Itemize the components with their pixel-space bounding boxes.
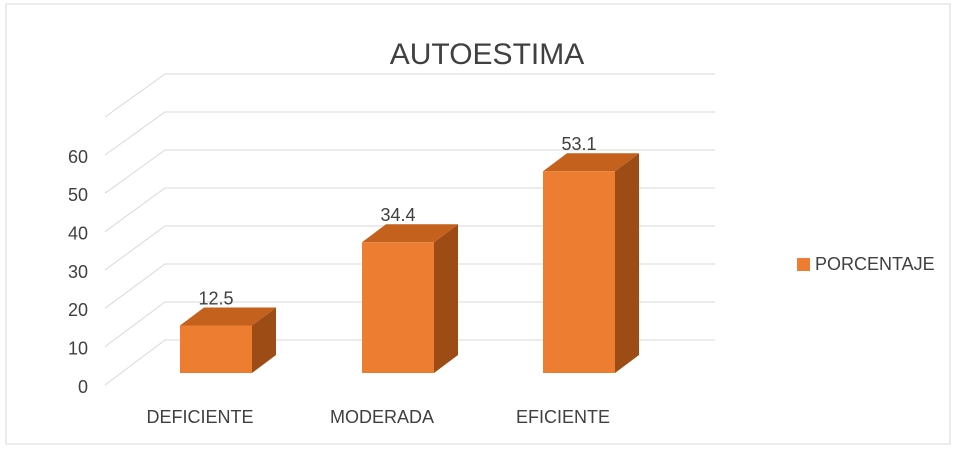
y-tick-label: 50 [68, 185, 88, 205]
x-tick-label: DEFICIENTE [146, 407, 253, 427]
legend-swatch [797, 258, 810, 271]
chart-title: AUTOESTIMA [390, 38, 584, 71]
bar-top [543, 153, 639, 172]
data-label: 12.5 [198, 288, 233, 308]
grid-line [104, 263, 715, 309]
y-tick-label: 20 [68, 300, 88, 320]
bar-top [180, 307, 276, 326]
bar-side [252, 307, 276, 373]
bar [180, 307, 276, 373]
bar-front [362, 242, 434, 373]
data-label: 34.4 [380, 205, 415, 225]
bar-side [615, 153, 639, 373]
grid-line [104, 187, 715, 233]
grid-line [104, 339, 715, 386]
x-tick-label: MODERADA [330, 407, 434, 427]
data-label: 53.1 [561, 134, 596, 154]
grid-line [104, 149, 715, 194]
bar-top [362, 224, 458, 243]
y-tick-label: 40 [68, 223, 88, 243]
chart-border [5, 3, 951, 445]
bar [362, 224, 458, 373]
bar-side [434, 224, 458, 373]
bar [543, 153, 639, 373]
y-tick-label: 30 [68, 262, 88, 282]
y-tick-label: 10 [68, 338, 88, 358]
grid-line-top [104, 73, 715, 118]
legend-label: PORCENTAJE [815, 254, 935, 274]
bar-front [180, 325, 252, 373]
grid-line [104, 111, 715, 156]
bar-front [543, 171, 615, 373]
grid-line [104, 301, 715, 348]
y-tick-label: 0 [78, 377, 88, 397]
grid-line [104, 225, 715, 271]
y-tick-label: 60 [68, 147, 88, 167]
x-tick-label: EFICIENTE [516, 407, 610, 427]
